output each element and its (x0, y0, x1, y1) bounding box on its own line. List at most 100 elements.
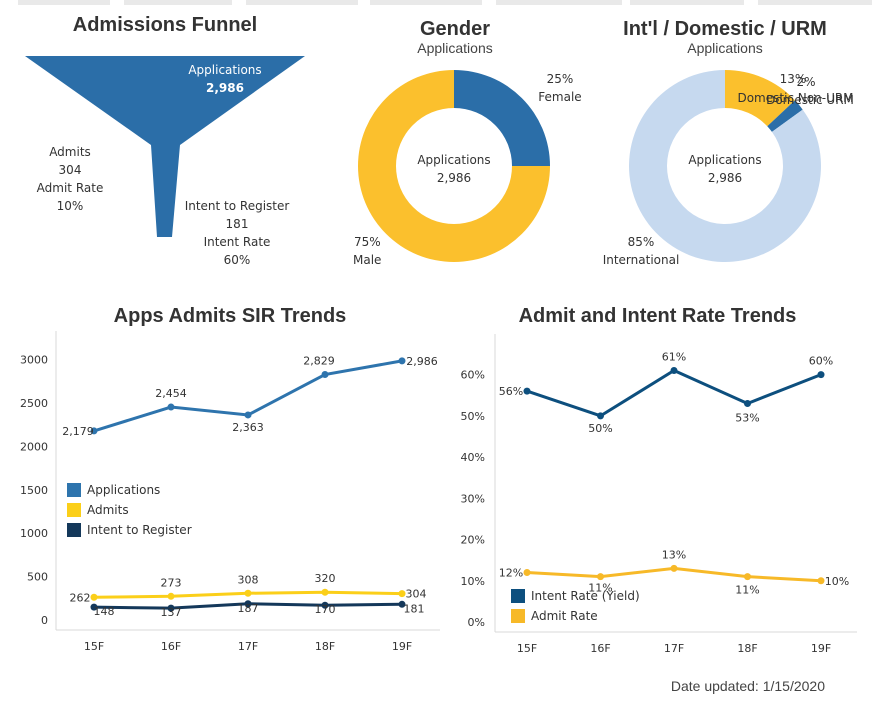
gender-male-pct: 75% (354, 235, 381, 249)
intl-center-label: Applications (688, 153, 762, 167)
gender-title: Gender (419, 18, 491, 40)
y-tick-label: 3000 (20, 354, 48, 367)
data-point-intent-to-register[interactable] (244, 600, 252, 608)
data-point-admits[interactable] (167, 592, 175, 600)
legend-swatch (511, 589, 525, 603)
y-tick-label: 10% (461, 575, 485, 588)
top-tab-1[interactable] (18, 0, 110, 5)
data-label-admits: 273 (161, 576, 182, 589)
top-tab-6[interactable] (630, 0, 744, 5)
data-label-intent-rate-yield-: 61% (662, 350, 686, 363)
data-point-admits[interactable] (321, 588, 329, 596)
y-tick-label: 500 (27, 571, 48, 584)
legend-swatch (67, 483, 81, 497)
y-tick-label: 1000 (20, 527, 48, 540)
trends-title: Apps Admits SIR Trends (113, 305, 347, 327)
x-tick-label: 18F (315, 640, 335, 653)
data-point-intent-to-register[interactable] (398, 600, 406, 608)
x-tick-label: 16F (590, 642, 610, 655)
top-tab-4[interactable] (370, 0, 482, 5)
data-point-admit-rate[interactable] (670, 564, 678, 572)
y-tick-label: 60% (461, 369, 485, 382)
y-tick-label: 20% (461, 534, 485, 547)
intl-pct-2: 2% (796, 75, 816, 89)
data-point-admits[interactable] (244, 589, 252, 597)
intl-center-value: 2,986 (707, 171, 743, 185)
rates-chart[interactable]: 0% 10% 20% 30% 40% 50% 60% 15F 16F 17F 18F 19F 56% 50… (445, 330, 885, 660)
funnel-intent-value: 181 (225, 217, 249, 231)
y-tick-label: 2000 (20, 440, 48, 453)
funnel-intent-label: Intent to Register (184, 199, 290, 213)
data-point-admit-rate[interactable] (523, 569, 531, 577)
data-label-applications: 2,829 (303, 355, 335, 368)
intl-slice-domestic-non-urm[interactable] (725, 70, 795, 127)
gender-center-label: Applications (417, 153, 491, 167)
x-tick-label: 18F (737, 642, 757, 655)
intl-slice-domestic-urm[interactable] (767, 100, 803, 132)
legend-label: Intent to Register (87, 523, 192, 537)
legend-label: Intent Rate (Yield) (531, 589, 640, 603)
data-point-applications[interactable] (244, 411, 252, 419)
funnel-shape (25, 56, 305, 237)
data-point-admits[interactable] (90, 593, 98, 601)
funnel-chart[interactable] (0, 50, 330, 250)
x-tick-label: 16F (161, 640, 181, 653)
data-point-intent-rate-yield-[interactable] (670, 366, 678, 374)
top-tab-7[interactable] (758, 0, 872, 5)
data-point-admit-rate[interactable] (597, 573, 604, 581)
data-point-applications[interactable] (90, 427, 98, 435)
data-point-applications[interactable] (398, 357, 406, 365)
data-label-admits: 262 (70, 591, 91, 604)
top-tab-2[interactable] (124, 0, 232, 5)
data-label-admits: 308 (238, 573, 259, 586)
data-point-intent-rate-yield-[interactable] (523, 387, 531, 395)
intl-title: Int'l / Domestic / URM (623, 18, 827, 40)
legend-label: Admit Rate (531, 609, 598, 623)
funnel-admits-value: 304 (58, 163, 82, 177)
date-updated: Date updated: 1/15/2020 (670, 678, 825, 694)
intl-donut[interactable] (627, 68, 823, 264)
data-label-applications: 2,986 (406, 355, 438, 368)
data-point-intent-rate-yield-[interactable] (744, 399, 751, 407)
gender-donut[interactable] (356, 68, 552, 264)
rates-title: Admit and Intent Rate Trends (518, 305, 797, 327)
funnel-intent-rate-label: Intent Rate (203, 235, 271, 249)
legend-swatch (67, 523, 81, 537)
data-point-intent-to-register[interactable] (321, 601, 329, 609)
data-point-intent-rate-yield-[interactable] (817, 371, 825, 379)
funnel-title: Admissions Funnel (72, 14, 258, 36)
gender-slice-female[interactable] (454, 70, 550, 166)
top-tab-3[interactable] (246, 0, 358, 5)
data-label-intent-to-register: 187 (238, 602, 259, 615)
funnel-admit-rate-value: 10% (56, 199, 84, 213)
data-label-admit-rate: 11% (735, 584, 759, 597)
data-point-applications[interactable] (167, 403, 175, 411)
data-point-admits[interactable] (398, 590, 406, 598)
data-label-intent-to-register: 181 (404, 602, 425, 615)
legend-label: Applications (87, 483, 160, 497)
series-line-intent-rate-yield- (526, 368, 822, 418)
data-point-intent-to-register[interactable] (167, 604, 175, 612)
gender-slice-male[interactable] (358, 70, 550, 262)
data-point-intent-rate-yield-[interactable] (597, 412, 604, 420)
intl-label-dom-urm: Domestic URM (766, 93, 854, 107)
x-tick-label: 19F (811, 642, 831, 655)
funnel-applications-label: Applications (188, 63, 262, 77)
top-tab-5[interactable] (496, 0, 622, 5)
intl-slice-international[interactable] (629, 70, 821, 262)
data-point-applications[interactable] (321, 371, 329, 379)
trends-chart[interactable]: 0 500 1000 1500 2000 2500 3000 15F 16F 17F 18F 19F 2… (0, 330, 445, 660)
data-point-admit-rate[interactable] (817, 577, 825, 585)
gender-male-name: Male (353, 253, 382, 267)
data-point-admit-rate[interactable] (744, 573, 751, 581)
data-label-admits: 320 (315, 572, 336, 585)
gender-center-value: 2,986 (436, 171, 472, 185)
gender-center: Applications 2,986 (404, 151, 504, 187)
legend-swatch (67, 503, 81, 517)
data-label-intent-to-register: 148 (94, 605, 115, 618)
gender-female-pct: 25% (546, 72, 574, 86)
data-point-intent-to-register[interactable] (90, 603, 98, 611)
data-label-intent-to-register: 137 (161, 606, 182, 619)
x-tick-label: 15F (84, 640, 104, 653)
legend-swatch (511, 609, 525, 623)
